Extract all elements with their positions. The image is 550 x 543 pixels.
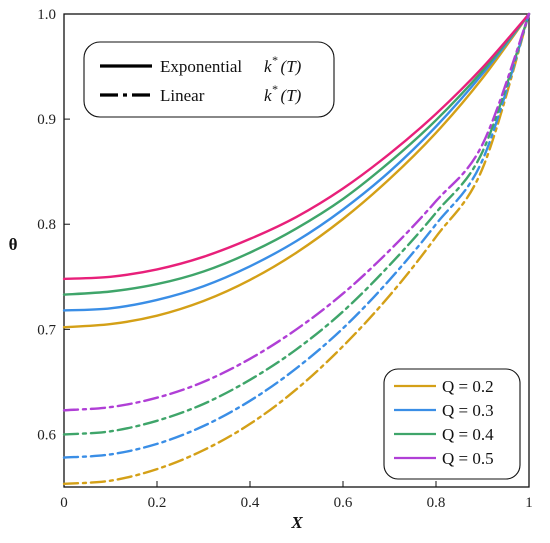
x-tick-label: 1 (525, 495, 533, 511)
y-tick-label: 0.8 (37, 217, 56, 233)
style-legend: Exponential k* (T) Linear k* (T) (83, 41, 335, 118)
y-tick-label: 0.7 (37, 322, 56, 338)
x-axis-label: X (290, 513, 303, 532)
series-line-linear-02 (62, 12, 531, 485)
series-line-exponential-02 (62, 12, 531, 329)
legend-linear-k: k* (T) (264, 82, 302, 105)
x-tick-label: 0 (60, 495, 68, 511)
series-layer (62, 12, 531, 485)
legend-q02-label: Q = 0.2 (442, 377, 494, 396)
series-line-linear-03 (62, 12, 531, 459)
x-tick-label: 0.8 (427, 495, 446, 511)
series-line-linear-05 (62, 12, 531, 412)
y-tick-label: 1.0 (37, 7, 56, 23)
legend-q05-label: Q = 0.5 (442, 449, 494, 468)
y-axis-label: θ (9, 235, 18, 254)
series-line-exponential-04 (62, 12, 531, 296)
style-legend-box (83, 41, 335, 118)
series-line-exponential-03 (62, 12, 531, 312)
legend-q03-label: Q = 0.3 (442, 401, 494, 420)
axis-ticks: 0 0.2 0.4 0.6 0.8 1 0.6 0.7 0.8 0.9 1.0 (37, 7, 533, 511)
legend-q04-label: Q = 0.4 (442, 425, 494, 444)
y-tick-label: 0.6 (37, 427, 56, 443)
legend-linear-k-sup: * (272, 82, 278, 96)
legend-exponential-k-sup: * (272, 53, 278, 67)
legend-exponential-label: Exponential (160, 57, 242, 76)
legend-exponential-k: k* (T) (264, 53, 302, 76)
y-tick-label: 0.9 (37, 112, 56, 128)
x-tick-label: 0.6 (334, 495, 353, 511)
x-tick-label: 0.4 (241, 495, 260, 511)
color-legend-box (383, 368, 521, 480)
series-line-linear-04 (62, 12, 531, 436)
color-legend: Q = 0.2 Q = 0.3 Q = 0.4 Q = 0.5 (383, 368, 521, 480)
x-tick-label: 0.2 (148, 495, 167, 511)
legend-linear-label: Linear (160, 86, 205, 105)
plot-frame (63, 13, 530, 488)
series-line-exponential-05 (62, 12, 531, 281)
